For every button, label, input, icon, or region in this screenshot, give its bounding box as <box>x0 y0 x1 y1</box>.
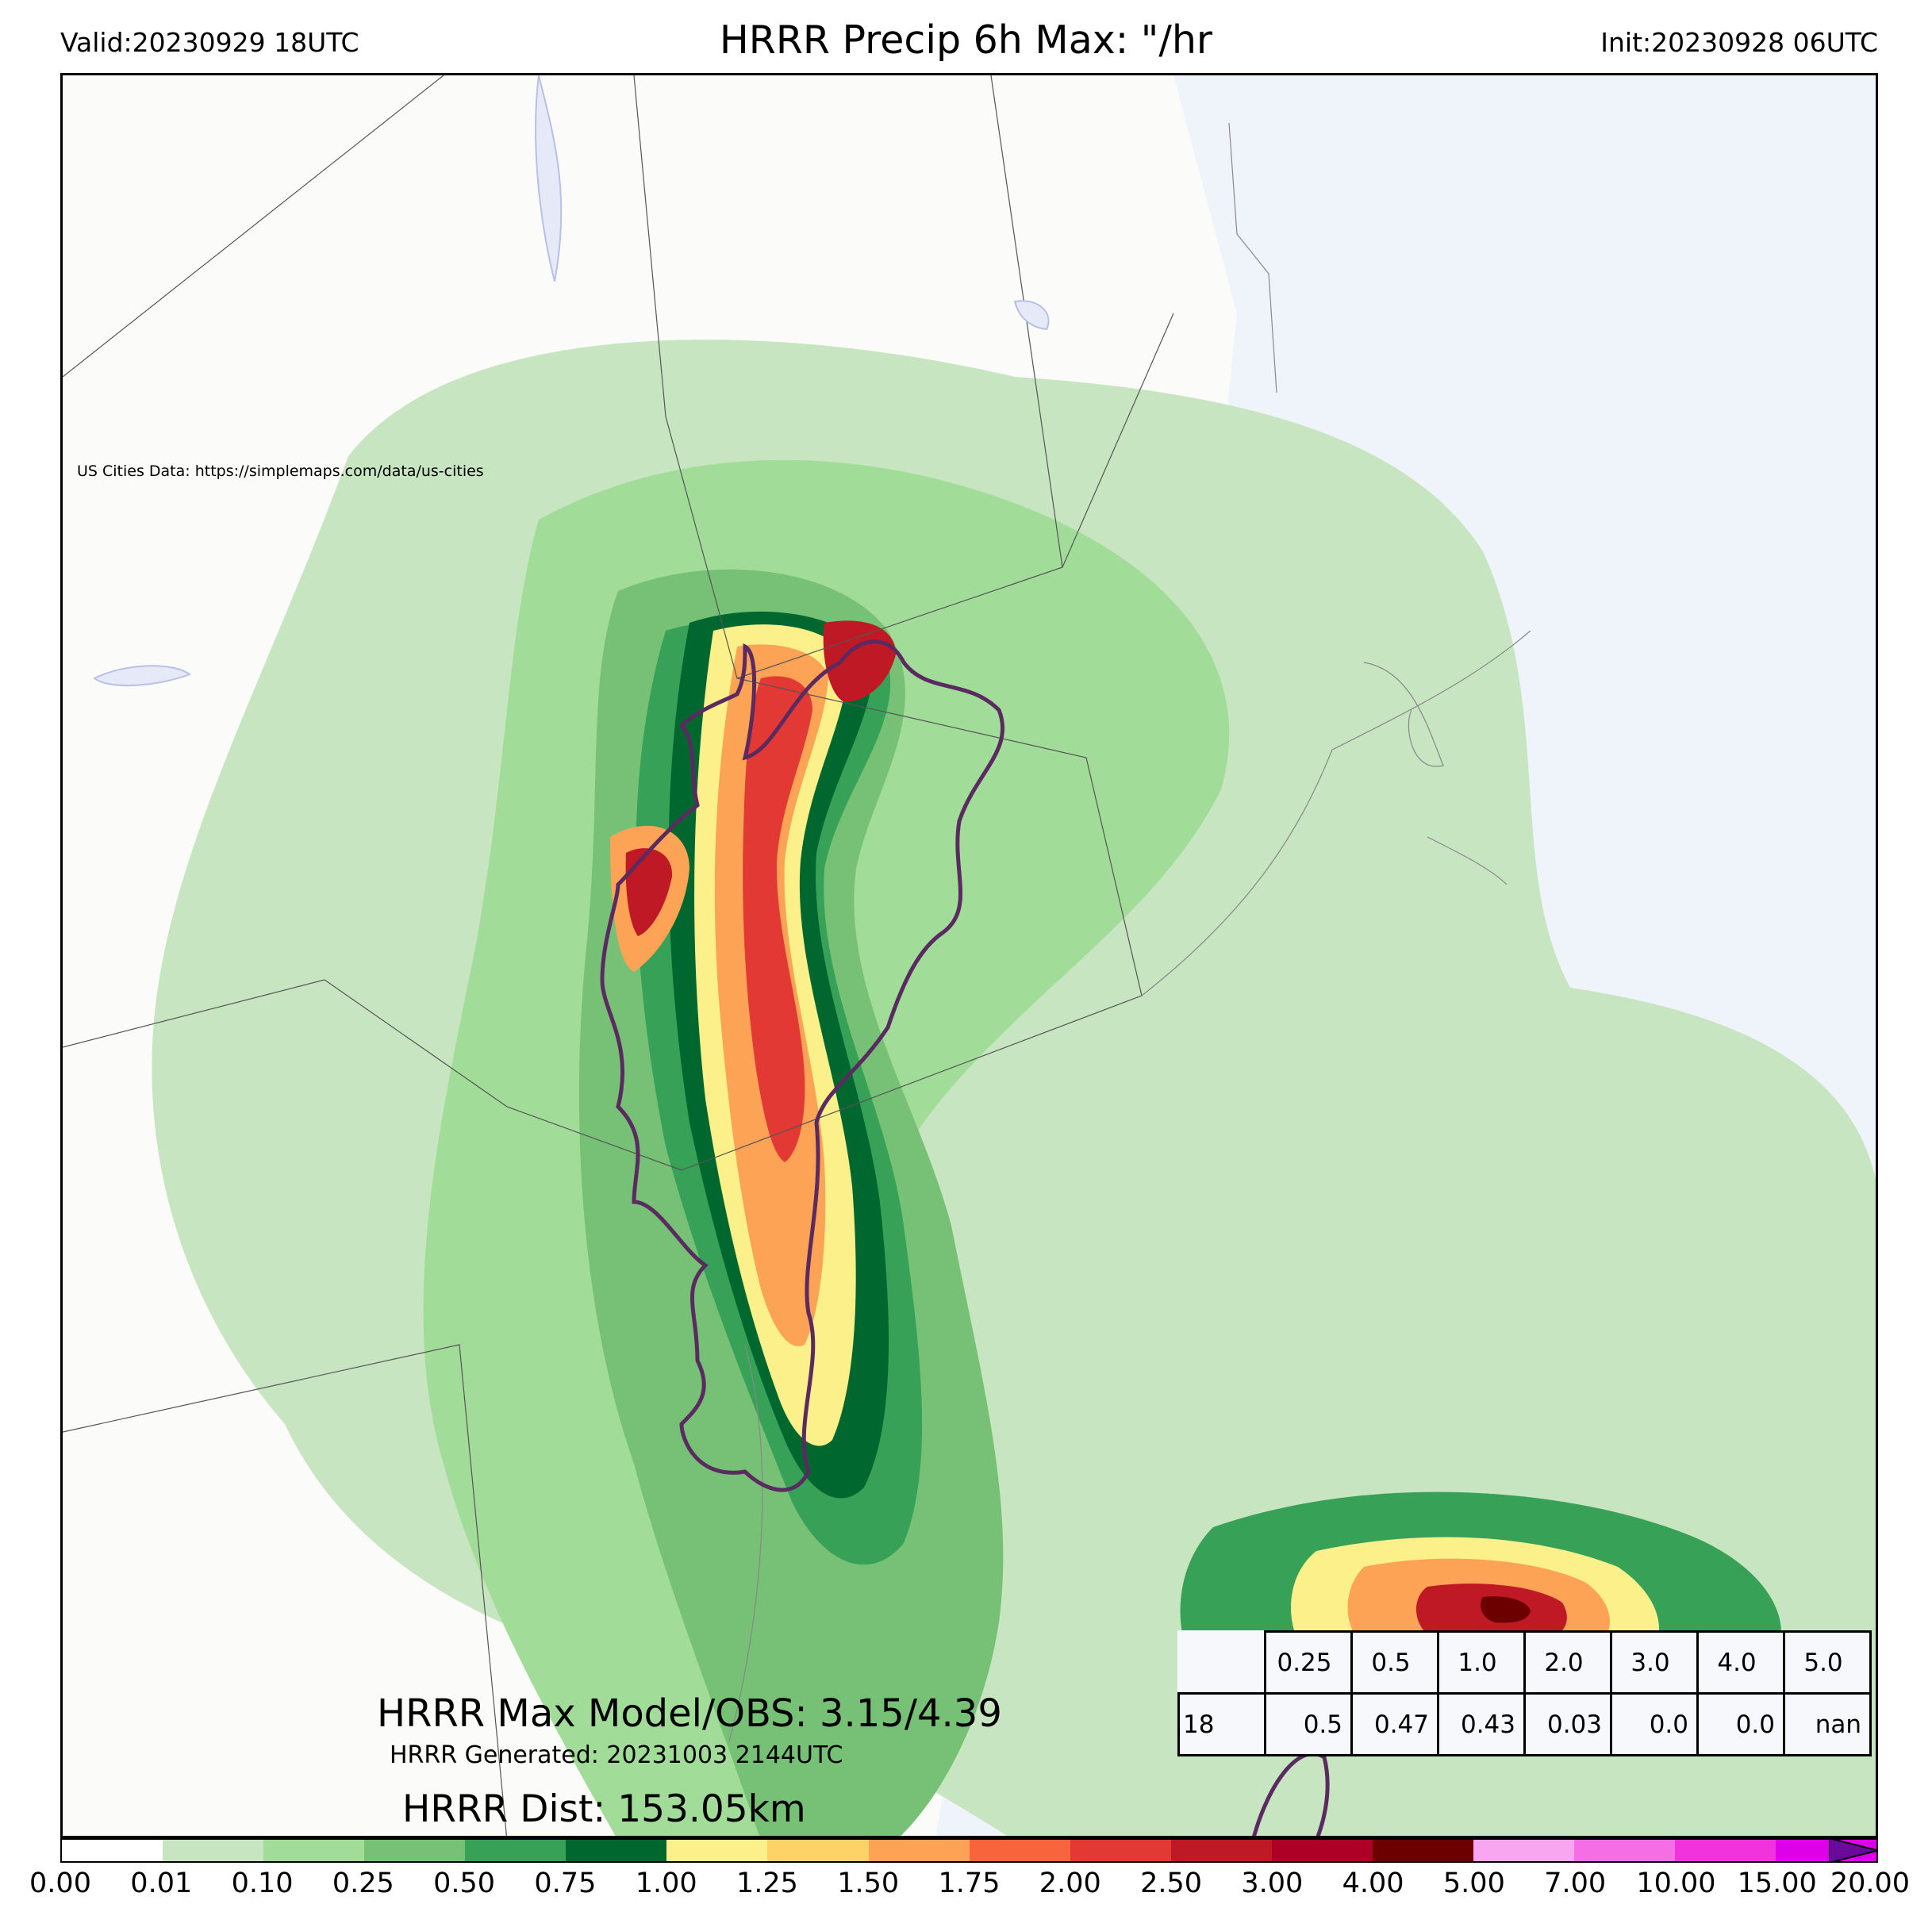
colorbar-segment <box>1170 1840 1272 1861</box>
colorbar-segment <box>969 1840 1070 1861</box>
colorbar-tick-label: 10.00 <box>1636 1868 1716 1899</box>
colorbar-segment <box>1473 1840 1574 1861</box>
threshold-value: nan <box>1783 1692 1872 1756</box>
threshold-value: 0.0 <box>1696 1692 1785 1756</box>
colorbar-tick-label: 0.00 <box>29 1868 91 1899</box>
threshold-value: 0.47 <box>1350 1692 1439 1756</box>
precip-map[interactable]: US Cities Data: https://simplemaps.com/d… <box>60 73 1878 1838</box>
threshold-value-row: 18 0.5 0.47 0.43 0.03 0.0 0.0 nan <box>1177 1692 1872 1756</box>
colorbar-segment <box>1573 1840 1675 1861</box>
threshold-value: 0.5 <box>1264 1692 1353 1756</box>
colorbar-segment <box>62 1840 163 1861</box>
colorbar-tick-label: 0.10 <box>231 1868 294 1899</box>
precip-se-cell-400 <box>1480 1596 1531 1623</box>
threshold-header: 0.5 <box>1350 1630 1439 1695</box>
colorbar-tick-label: 0.75 <box>534 1868 597 1899</box>
threshold-header: 0.25 <box>1264 1630 1353 1695</box>
colorbar-tick-label: 1.50 <box>837 1868 900 1899</box>
colorbar-tick-label: 20.00 <box>1830 1868 1911 1899</box>
colorbar-tick-label: 5.00 <box>1442 1868 1505 1899</box>
colorbar-tick-label: 7.00 <box>1544 1868 1607 1899</box>
colorbar-tick-label: 2.50 <box>1140 1868 1203 1899</box>
colorbar <box>60 1838 1878 1863</box>
colorbar-segment <box>263 1840 365 1861</box>
colorbar-segment <box>767 1840 869 1861</box>
generated-time-label: HRRR Generated: 20231003 2144UTC <box>390 1741 843 1769</box>
threshold-header: 1.0 <box>1437 1630 1526 1695</box>
colorbar-segment <box>666 1840 768 1861</box>
colorbar-extend-arrow <box>1829 1838 1878 1863</box>
colorbar-segment <box>1372 1840 1473 1861</box>
precip-west-core-inner <box>625 848 673 936</box>
colorbar-tick-label: 0.50 <box>433 1868 496 1899</box>
init-time-label: Init:20230928 06UTC <box>1600 27 1878 58</box>
colorbar-tick-label: 0.01 <box>130 1868 193 1899</box>
precip-core-200 <box>743 676 812 1162</box>
colorbar-tick-label: 1.00 <box>635 1868 697 1899</box>
colorbar-segment <box>364 1840 466 1861</box>
threshold-header: 5.0 <box>1783 1630 1872 1695</box>
colorbar-tick-label: 0.25 <box>332 1868 394 1899</box>
obs-contour <box>600 639 1005 1492</box>
colorbar-tick-label: 15.00 <box>1737 1868 1817 1899</box>
threshold-table: 0.25 0.5 1.0 2.0 3.0 4.0 5.0 18 0.5 0.47… <box>1177 1630 1872 1756</box>
colorbar-segment <box>1675 1840 1776 1861</box>
row-label: 18 <box>1177 1692 1266 1756</box>
colorbar-tick-label: 1.75 <box>938 1868 1001 1899</box>
threshold-value: 0.03 <box>1523 1692 1612 1756</box>
colorbar-segment <box>163 1840 264 1861</box>
threshold-value: 0.43 <box>1437 1692 1526 1756</box>
data-credit: US Cities Data: https://simplemaps.com/d… <box>77 463 484 480</box>
lakes <box>93 75 1050 687</box>
distance-label: HRRR Dist: 153.05km <box>402 1787 806 1831</box>
plot-title: HRRR Precip 6h Max: "/hr <box>719 17 1213 63</box>
colorbar-tick-label: 4.00 <box>1342 1868 1404 1899</box>
colorbar-segment <box>1271 1840 1373 1861</box>
valid-time-label: Valid:20230929 18UTC <box>60 27 359 58</box>
threshold-header: 3.0 <box>1610 1630 1699 1695</box>
table-corner <box>1179 1632 1266 1694</box>
threshold-header: 4.0 <box>1696 1630 1785 1695</box>
precip-field <box>63 75 1876 1836</box>
colorbar-segment <box>1070 1840 1171 1861</box>
colorbar-tick-label: 2.00 <box>1039 1868 1101 1899</box>
threshold-header: 2.0 <box>1523 1630 1612 1695</box>
colorbar-segment <box>465 1840 567 1861</box>
threshold-value: 0.0 <box>1610 1692 1699 1756</box>
threshold-header-row: 0.25 0.5 1.0 2.0 3.0 4.0 5.0 <box>1179 1630 1872 1695</box>
colorbar-segment <box>566 1840 667 1861</box>
coastlines <box>728 122 1531 1742</box>
max-model-obs-label: HRRR Max Model/OBS: 3.15/4.39 <box>377 1691 1002 1736</box>
colorbar-segment <box>868 1840 970 1861</box>
colorbar-tick-label: 1.25 <box>736 1868 798 1899</box>
colorbar-tick-label: 3.00 <box>1241 1868 1304 1899</box>
